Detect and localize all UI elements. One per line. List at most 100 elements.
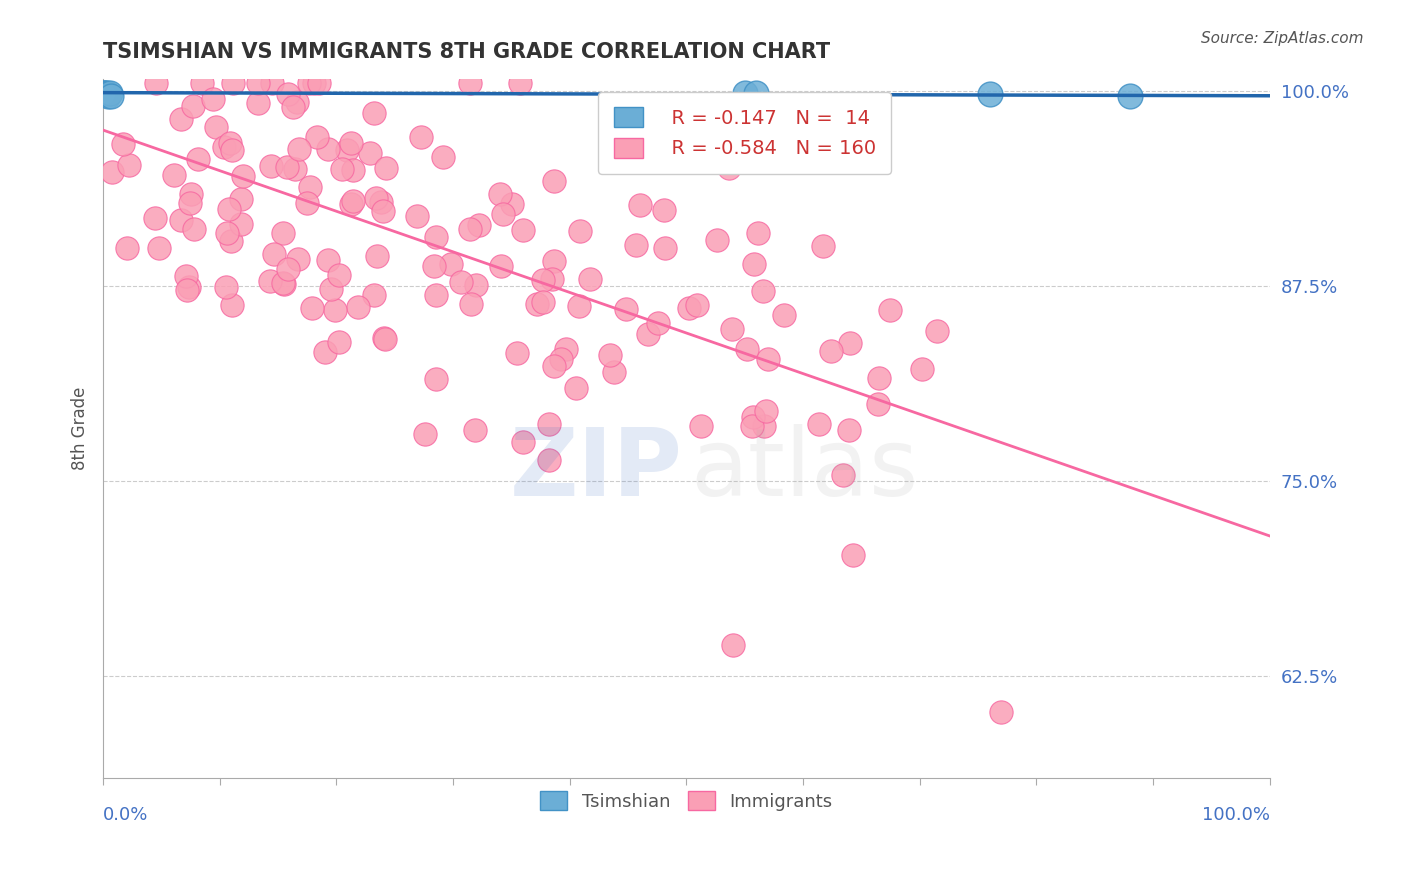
Point (842, 549, 865, 563)
Point (231, 217, 253, 231)
Point (373, 331, 395, 345)
Point (221, 234, 243, 248)
Point (413, 426, 436, 441)
Point (342, 194, 364, 209)
Text: atlas: atlas (690, 425, 918, 516)
Point (283, 161, 305, 176)
Point (170, 112, 193, 127)
Point (262, 76, 284, 90)
Point (696, 119, 718, 133)
Point (98, 86, 121, 100)
Point (232, 169, 254, 184)
Point (721, 638, 744, 652)
Point (342, 162, 364, 177)
Point (347, 300, 370, 314)
Point (259, 274, 281, 288)
Point (314, 345, 336, 359)
Point (247, 95, 270, 110)
Point (181, 99, 204, 113)
Point (273, 277, 295, 291)
Point (359, 146, 381, 161)
Point (328, 334, 350, 349)
Point (176, 268, 198, 283)
Point (422, 259, 444, 273)
Point (614, 301, 637, 316)
Point (458, 76, 481, 90)
Point (277, 87, 299, 101)
Point (263, 247, 285, 261)
Point (373, 203, 395, 218)
Point (374, 332, 396, 346)
Point (271, 226, 294, 240)
Point (363, 106, 385, 120)
Point (838, 424, 860, 438)
Point (405, 209, 427, 223)
Point (96, 86, 118, 100)
Point (191, 76, 214, 90)
Point (742, 409, 765, 424)
Point (599, 348, 621, 362)
Point (316, 142, 339, 156)
Point (91, 86, 114, 100)
Point (219, 136, 242, 150)
Point (218, 202, 240, 217)
Point (163, 168, 186, 182)
Point (773, 309, 796, 323)
Point (432, 150, 454, 164)
Point (628, 198, 651, 212)
Point (990, 706, 1012, 720)
Point (505, 346, 527, 360)
Point (550, 352, 572, 367)
Point (301, 301, 323, 315)
Point (927, 324, 949, 338)
Point (111, 136, 134, 151)
Point (179, 196, 201, 211)
Y-axis label: 8th Grade: 8th Grade (72, 386, 89, 470)
Text: 100.0%: 100.0% (1202, 806, 1270, 824)
Point (741, 419, 763, 434)
Point (94, 86, 117, 100)
Point (179, 280, 201, 294)
Point (652, 202, 675, 217)
Point (295, 195, 318, 210)
Point (492, 207, 515, 221)
Text: 0.0%: 0.0% (103, 806, 149, 824)
Point (734, 86, 756, 100)
Point (339, 197, 361, 211)
Point (526, 297, 548, 311)
Point (101, 164, 124, 178)
Point (537, 417, 560, 431)
Point (543, 254, 565, 268)
Point (330, 162, 353, 177)
Point (555, 342, 578, 356)
Point (489, 259, 512, 273)
Point (911, 362, 934, 376)
Point (578, 272, 600, 286)
Point (735, 342, 758, 356)
Point (215, 280, 238, 294)
Point (742, 257, 765, 271)
Point (308, 76, 330, 90)
Point (93, 86, 115, 100)
Point (839, 335, 862, 350)
Point (221, 298, 243, 312)
Point (316, 252, 339, 267)
Point (811, 239, 834, 253)
Point (201, 92, 224, 106)
Point (145, 76, 167, 90)
Point (94, 87, 117, 102)
Point (512, 223, 534, 237)
Point (96, 87, 118, 102)
Point (364, 191, 387, 205)
Point (366, 249, 388, 263)
Point (624, 238, 647, 252)
Point (568, 224, 591, 238)
Point (97, 88, 120, 103)
Point (717, 161, 740, 176)
Point (820, 343, 842, 358)
Point (287, 252, 309, 266)
Point (512, 434, 534, 449)
Point (336, 144, 359, 158)
Point (100, 88, 122, 103)
Point (654, 241, 676, 255)
